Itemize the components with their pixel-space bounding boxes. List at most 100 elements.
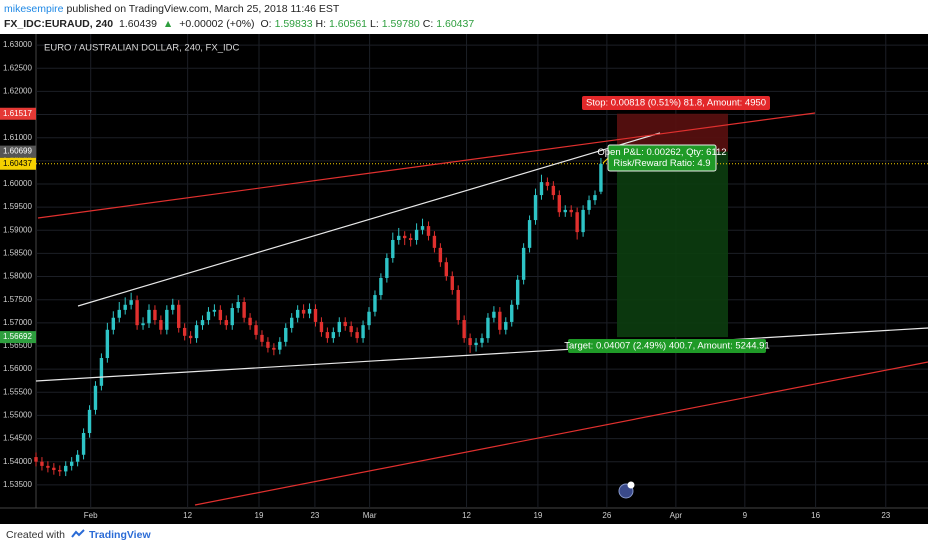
trend-line <box>77 132 661 307</box>
candle-body <box>587 200 591 210</box>
candle-body <box>593 195 597 201</box>
y-tick-label: 1.54500 <box>3 434 32 443</box>
trend-line <box>37 112 816 219</box>
author-link[interactable]: mikesempire <box>4 3 64 15</box>
change: +0.00002 (+0%) <box>179 18 255 30</box>
x-tick-label: 12 <box>183 511 192 520</box>
candle-body <box>462 320 466 339</box>
x-tick-label: 9 <box>743 511 748 520</box>
candle-body <box>177 304 181 328</box>
candle-body <box>290 317 294 328</box>
candle-body <box>385 258 389 278</box>
y-tick-label: 1.57000 <box>3 318 32 327</box>
candle-body <box>64 465 68 472</box>
candle-body <box>456 289 460 321</box>
footer: Created with TradingView <box>6 529 151 541</box>
candle-body <box>480 338 484 343</box>
candle-body <box>260 334 264 342</box>
price-label-box <box>0 331 36 344</box>
candle-body <box>557 195 562 213</box>
candle-body <box>188 335 193 339</box>
candle-body <box>349 326 353 333</box>
brand[interactable]: TradingView <box>88 529 151 541</box>
candle-body <box>165 309 169 330</box>
x-tick-label: 12 <box>462 511 471 520</box>
candle-body <box>212 309 217 312</box>
candle-body <box>34 457 38 462</box>
ohlc-key: H: <box>315 18 327 30</box>
candle-body <box>391 239 395 259</box>
candle-body <box>295 309 300 318</box>
ohlc-value: 1.60437 <box>436 18 475 30</box>
candle-body <box>40 461 44 466</box>
pnl-text: Open P&L: 0.00262, Qty: 6112 <box>597 147 726 158</box>
candle-body <box>46 465 50 468</box>
candle-body <box>236 302 240 309</box>
candle-body <box>325 332 330 339</box>
candle-body <box>402 235 407 239</box>
candle-body <box>569 209 573 213</box>
candle-body <box>93 385 98 410</box>
candle-body <box>141 323 145 326</box>
ohlc-value: 1.60561 <box>329 18 368 30</box>
x-tick-label: Apr <box>670 511 683 520</box>
candle-body <box>182 327 187 336</box>
candle-body <box>551 185 556 196</box>
candle-body <box>242 302 246 318</box>
chart-bg <box>0 34 928 524</box>
candle-body <box>575 212 579 233</box>
candle-body <box>254 325 258 335</box>
candle-body <box>147 309 151 324</box>
candle-body <box>498 311 502 330</box>
event-icon[interactable] <box>618 481 635 499</box>
logo <box>71 529 85 538</box>
target-text: Target: 0.04007 (2.49%) 400.7, Amount: 5… <box>564 341 769 352</box>
y-tick-label: 1.63000 <box>3 40 32 49</box>
candle-body <box>361 325 365 339</box>
y-tick-label: 1.53500 <box>3 480 32 489</box>
candle-body <box>218 309 223 321</box>
candle-body <box>521 247 526 280</box>
header-line: mikesempire published on TradingView.com,… <box>4 3 342 15</box>
candle-body <box>171 304 175 310</box>
candle-body <box>331 332 336 339</box>
y-tick-label: 1.57500 <box>3 295 32 304</box>
x-tick-label: 23 <box>310 511 319 520</box>
y-tick-label: 1.62500 <box>3 63 32 72</box>
candle-body <box>563 209 567 213</box>
candle-body <box>343 321 347 327</box>
candle-body <box>230 308 234 326</box>
candle-body <box>81 433 86 455</box>
candle-body <box>539 182 544 196</box>
candle-body <box>111 317 116 330</box>
price-label: 1.61517 <box>3 109 32 118</box>
candle-body <box>87 409 92 434</box>
candle-body <box>301 309 306 314</box>
x-tick-label: Feb <box>84 511 98 520</box>
trend-line <box>35 327 929 382</box>
target-box <box>568 339 766 353</box>
x-tick-label: 16 <box>811 511 820 520</box>
candle-body <box>420 226 425 230</box>
candle-body <box>515 279 520 305</box>
candle-body <box>504 321 508 330</box>
ohlc-value: 1.59780 <box>381 18 420 30</box>
candle-body <box>450 276 454 290</box>
candle-body <box>52 467 56 471</box>
ohlc-key: O: <box>260 18 272 30</box>
symbol-line: FX_IDC:EURAUD, 240 1.60439 ▲ +0.00002 (+… <box>4 18 480 30</box>
candle-body <box>337 321 341 333</box>
candle-body <box>159 320 163 330</box>
candle-body <box>444 262 449 277</box>
candle-body <box>272 347 276 350</box>
candle-body <box>527 220 532 248</box>
candle-body <box>408 238 413 240</box>
candle-body <box>319 321 324 333</box>
candle-body <box>200 320 205 326</box>
target-zone <box>617 151 728 338</box>
price-label: 1.56692 <box>3 332 32 341</box>
ohlc-key: C: <box>422 18 434 30</box>
candle-body <box>75 454 80 462</box>
arrow: ▲ <box>162 18 174 30</box>
candle-body <box>248 317 252 326</box>
